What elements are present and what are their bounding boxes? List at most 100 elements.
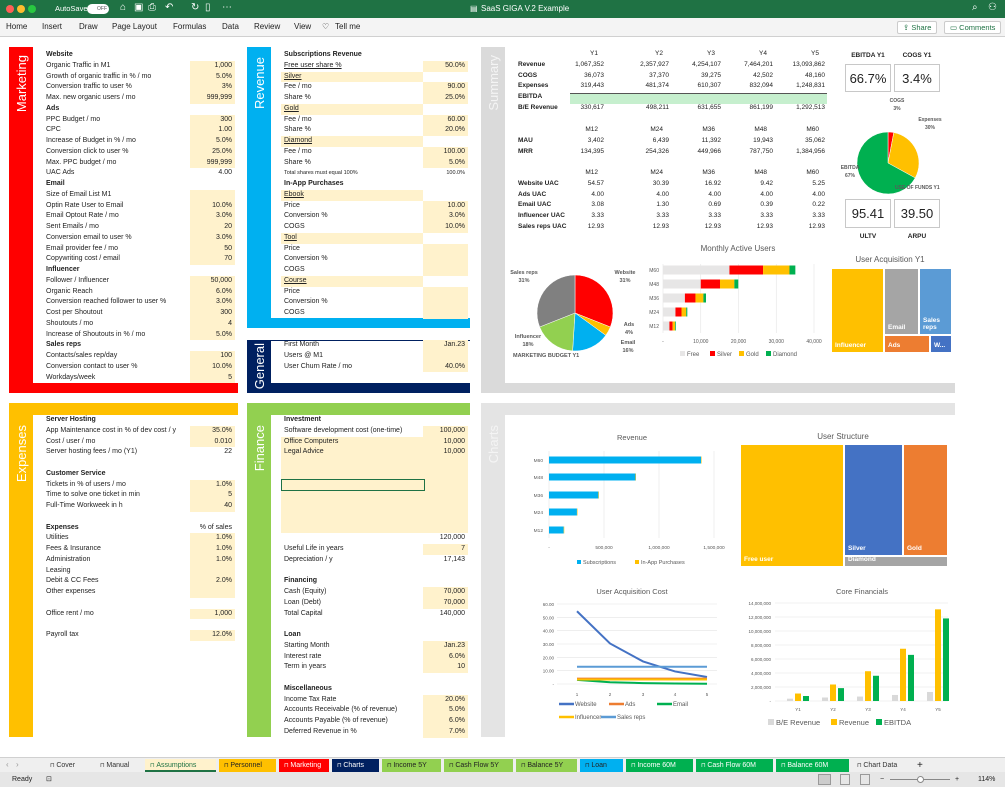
row-value[interactable]: 10.0% [190,200,235,212]
row-value[interactable] [190,565,235,577]
tab-review[interactable]: Review [254,22,281,31]
row-label[interactable]: Silver [281,71,423,83]
row-value[interactable]: 300 [190,308,235,319]
row-value[interactable]: 5.0% [190,329,235,341]
row-value[interactable]: 7.0% [423,726,468,738]
macro-record-icon[interactable]: ⊡ [46,776,52,783]
row-value[interactable]: 10.00 [423,200,468,212]
sheet-tab-cash-flow-5y[interactable]: ⊓ Cash Flow 5Y [444,759,513,772]
row-label[interactable]: Course [281,275,423,287]
row-value[interactable] [423,468,468,480]
zoom-level[interactable]: 114% [978,776,996,783]
row-value[interactable]: 35.0% [190,425,235,437]
row-value[interactable]: 1.00 [190,125,235,136]
sheet-tab-assumptions[interactable]: ⊓ Assumptions [145,759,216,772]
row-value[interactable]: 6.0% [423,716,468,727]
row-value[interactable]: 70,000 [423,597,468,609]
sheet-tab-personnel[interactable]: ⊓ Personnel [219,759,276,772]
undo-icon[interactable]: ↶ [165,2,174,13]
sheet-tab-marketing[interactable]: ⊓ Marketing [279,759,329,772]
row-label[interactable] [281,479,423,491]
row-value[interactable]: 5.0% [190,71,235,83]
page-layout-view-icon[interactable] [840,774,850,785]
row-value[interactable]: 0.010 [190,436,235,448]
row-value[interactable]: 1.0% [190,479,235,491]
tab-home[interactable]: Home [6,22,28,31]
row-value[interactable]: 90.00 [423,82,468,93]
row-value[interactable]: 4 [190,318,235,330]
row-value[interactable]: 10.0% [423,222,468,233]
row-label[interactable]: Legal Advice [281,447,423,458]
tab-data[interactable]: Data [222,22,239,31]
row-value[interactable]: 20.0% [423,694,468,706]
row-value[interactable]: 20 [190,222,235,233]
zoom-in-button[interactable]: + [955,776,960,783]
autosave-toggle[interactable]: OFF [87,4,109,14]
row-value[interactable]: 50,000 [190,275,235,287]
sheet-tab-loan[interactable]: ⊓ Loan [580,759,623,772]
row-label[interactable] [281,522,423,534]
row-value[interactable]: Jan.23 [423,340,468,351]
row-value[interactable]: 300 [190,114,235,126]
row-value[interactable]: 5 [190,372,235,384]
sheet-tab-cash-flow-60m[interactable]: ⊓ Cash Flow 60M [696,759,773,772]
row-value[interactable] [423,265,468,276]
row-label[interactable] [281,468,423,480]
row-value[interactable]: 25.0% [423,93,468,104]
row-value[interactable] [423,350,468,362]
row-value[interactable] [423,501,468,512]
row-label[interactable] [281,490,423,501]
row-value[interactable]: 70 [190,254,235,265]
account-icon[interactable]: ⚇ [988,2,997,13]
row-value[interactable]: 10 [423,662,468,673]
sheet-tab-chart-data[interactable]: ⊓ Chart Data [852,759,907,772]
row-value[interactable]: 1.0% [190,533,235,544]
row-value[interactable] [190,189,235,201]
tab-insert[interactable]: Insert [42,22,63,31]
document-title[interactable]: SaaS GIGA V.2 Example [481,4,570,13]
selected-cell[interactable] [281,479,425,491]
row-value[interactable] [423,297,468,308]
row-value[interactable]: 1,000 [190,608,235,620]
row-value[interactable]: 25.0% [190,146,235,158]
minimize-window-button[interactable] [17,5,25,13]
new-document-icon[interactable]: ▯ [205,2,211,13]
zoom-slider-thumb[interactable] [917,776,924,783]
row-value[interactable]: 5.0% [423,157,468,169]
tab-page-layout[interactable]: Page Layout [112,22,157,31]
sheet-tab-manual[interactable]: ⊓ Manual [95,759,142,772]
next-sheet-arrow-icon[interactable]: › [16,760,19,769]
search-icon[interactable]: ⌕ [972,2,978,13]
row-value[interactable]: Jan.23 [423,640,468,652]
row-label[interactable] [281,511,423,523]
row-value[interactable]: 12.0% [190,630,235,641]
sheet-tab-income-5y[interactable]: ⊓ Income 5Y [382,759,441,772]
print-icon[interactable]: ⎙ [148,2,156,13]
row-value[interactable]: 100.00 [423,146,468,158]
row-value[interactable]: 3.0% [190,297,235,308]
row-value[interactable] [423,286,468,298]
tab-formulas[interactable]: Formulas [173,22,207,31]
row-value[interactable] [423,522,468,534]
row-label[interactable]: Office Computers [281,436,423,448]
row-label[interactable]: Ebook [281,189,423,201]
row-value[interactable]: 1.0% [190,554,235,566]
row-value[interactable]: 10.0% [190,361,235,373]
row-value[interactable] [423,243,468,255]
row-value[interactable]: 70,000 [423,587,468,598]
row-value[interactable] [190,587,235,598]
normal-view-icon[interactable] [818,774,831,785]
row-value[interactable]: 100,000 [423,425,468,437]
row-value[interactable] [423,479,468,491]
row-value[interactable]: 3.0% [423,211,468,222]
row-value[interactable] [423,490,468,501]
row-value[interactable]: 999,999 [190,93,235,104]
row-value[interactable]: 10,000 [423,447,468,458]
sheet-tab-income-60m[interactable]: ⊓ Income 60M [626,759,693,772]
row-label[interactable] [281,458,423,469]
row-value[interactable] [423,308,468,319]
add-sheet-button[interactable]: + [917,760,923,771]
row-value[interactable]: 40.0% [423,361,468,373]
row-value[interactable]: 3.0% [190,211,235,222]
row-value[interactable] [423,458,468,469]
